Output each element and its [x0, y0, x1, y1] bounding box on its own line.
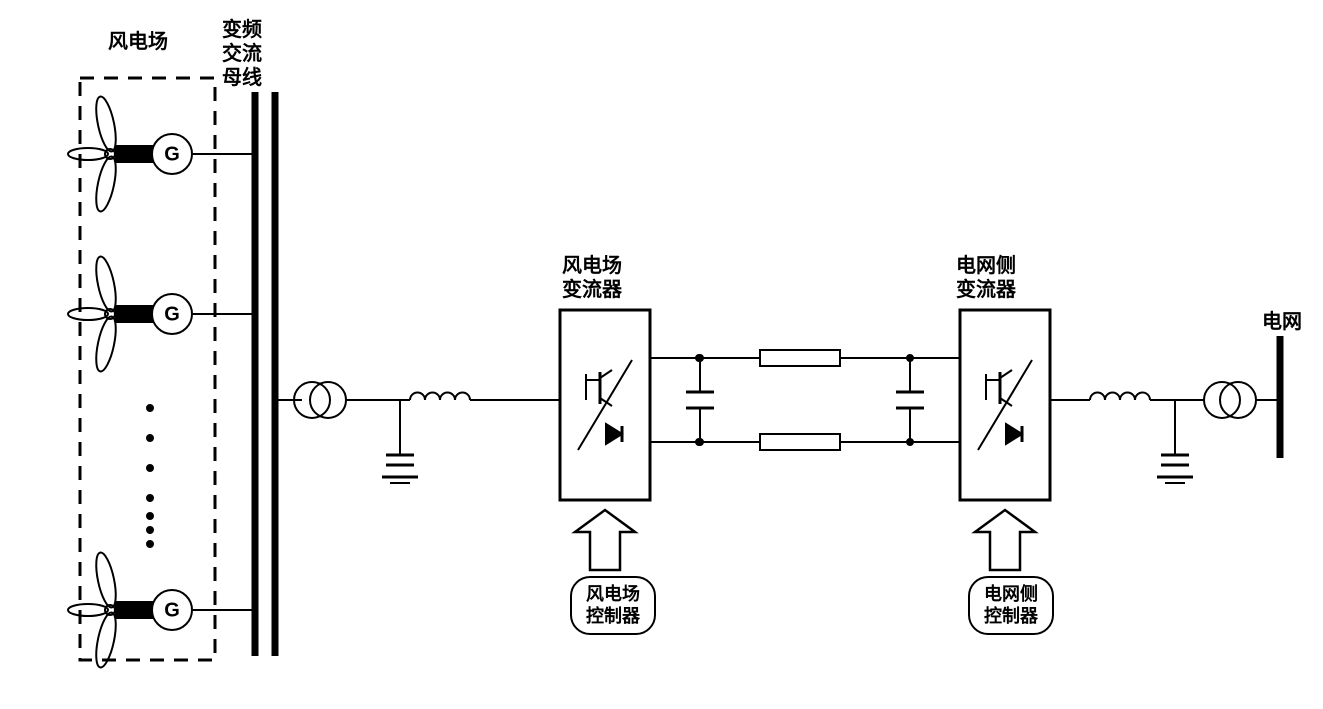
grid-label: 电网 — [1262, 310, 1302, 334]
wind-farm-label: 风电场 — [108, 30, 168, 54]
diagram-svg: G G G — [0, 0, 1323, 709]
svg-text:G: G — [164, 143, 180, 165]
grid-conv-label: 电网侧 变流器 — [956, 254, 1016, 302]
svg-text:G: G — [164, 303, 180, 325]
svg-text:G: G — [164, 599, 180, 621]
grid-ctrl-label: 电网侧 控制器 — [968, 576, 1054, 635]
wind-conv-label: 风电场 变流器 — [562, 254, 622, 302]
freq-bus-label: 变频 交流 母线 — [222, 18, 262, 90]
wind-ctrl-label: 风电场 控制器 — [570, 576, 656, 635]
